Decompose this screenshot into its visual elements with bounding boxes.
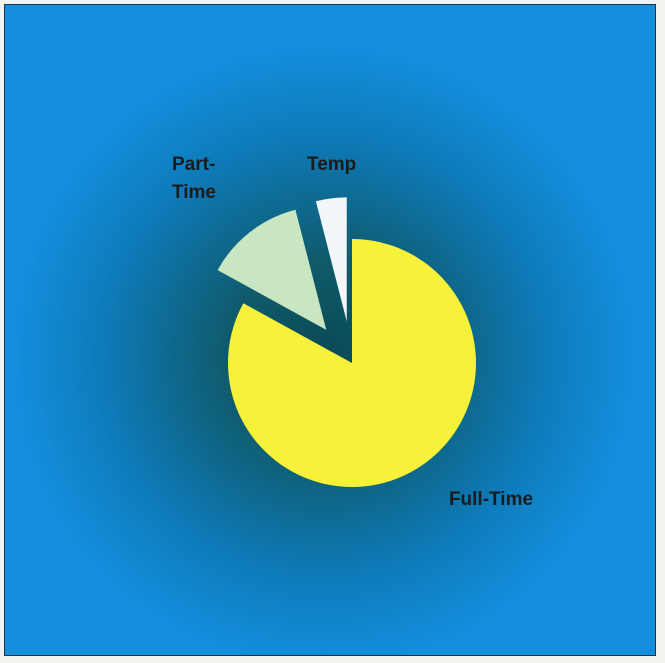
label-part-time-line2: Time xyxy=(172,182,216,203)
slice-full-time xyxy=(227,239,476,487)
slice-temp xyxy=(315,197,347,322)
label-temp: Temp xyxy=(307,154,356,175)
label-part-time-line1: Part- xyxy=(172,154,215,175)
pie-chart: Temp Part- Time Full-Time xyxy=(172,154,533,510)
chart-panel: Temp Part- Time Full-Time xyxy=(4,4,656,656)
label-full-time: Full-Time xyxy=(449,489,533,510)
slice-part-time xyxy=(217,209,327,330)
